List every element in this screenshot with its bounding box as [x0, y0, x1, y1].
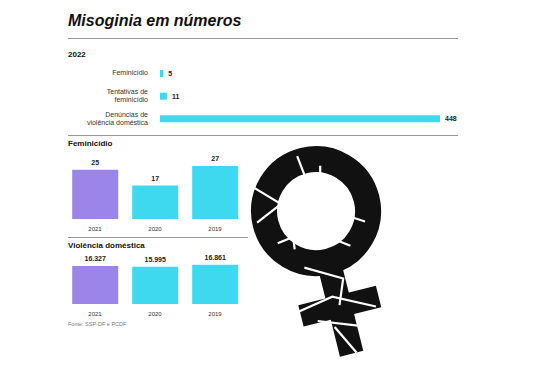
html-text:Misoginia em números: Misoginia em números: [68, 12, 242, 29]
svg-text:5: 5: [168, 70, 172, 77]
svg-text:27: 27: [211, 155, 219, 162]
svg-text:25: 25: [91, 159, 99, 166]
html-text:Feminicídio: Feminicídio: [68, 139, 113, 148]
svg-text:448: 448: [445, 115, 457, 122]
svg-text:15.995: 15.995: [144, 256, 166, 263]
svg-text:16.327: 16.327: [84, 255, 106, 262]
svg-text:Feminicídio: Feminicídio: [112, 69, 148, 76]
svg-text:2019: 2019: [208, 311, 222, 317]
html-text:Violência doméstica: Violência doméstica: [68, 241, 145, 250]
html-text:Fonte: SSP-DF e PCDF: Fonte: SSP-DF e PCDF: [68, 321, 127, 327]
svg-text:Tentativas defeminicídio: Tentativas defeminicídio: [107, 88, 148, 103]
svg-text:2021: 2021: [88, 311, 102, 317]
svg-text:17: 17: [151, 175, 159, 182]
svg-text:2021: 2021: [88, 226, 102, 232]
svg-text:16.861: 16.861: [204, 254, 226, 261]
svg-text:2019: 2019: [208, 226, 222, 232]
svg-text:11: 11: [172, 93, 180, 100]
svg-text:Denúncias deviolência doméstic: Denúncias deviolência doméstica: [87, 111, 148, 126]
svg-text:2020: 2020: [148, 226, 162, 232]
html-text:2022: 2022: [68, 50, 86, 59]
svg-text:2020: 2020: [148, 311, 162, 317]
